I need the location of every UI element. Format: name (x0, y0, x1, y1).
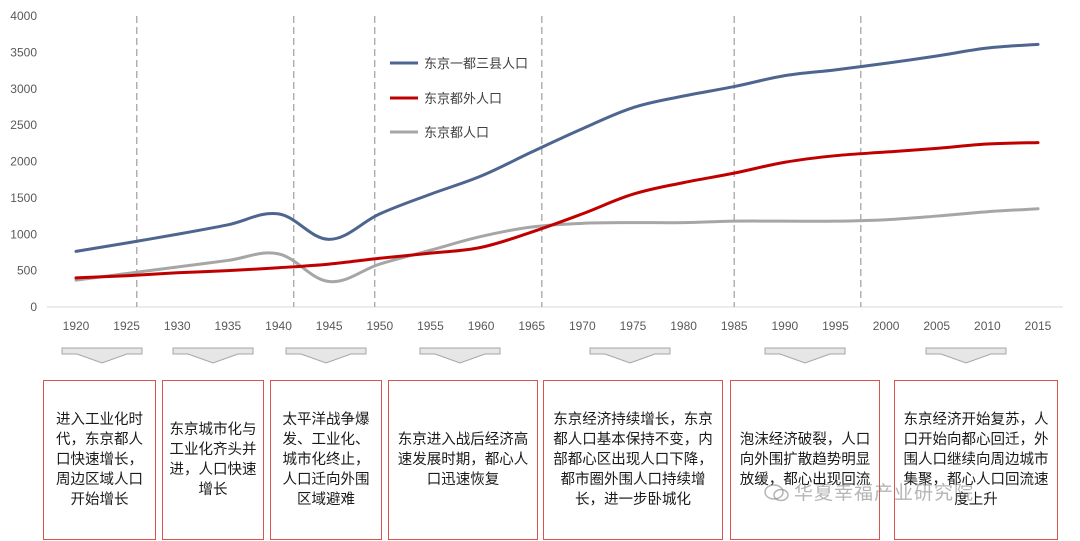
x-tick-label: 1920 (63, 319, 90, 333)
phase-text: 东京进入战后经济高速发展时期，都心人口迅速恢复 (397, 432, 529, 488)
y-tick-label: 1000 (10, 227, 37, 241)
x-tick-label: 1995 (822, 319, 849, 333)
x-tick-label: 2000 (873, 319, 900, 333)
legend-label: 东京都外人口 (424, 92, 502, 107)
phase-box-6: 泡沫经济破裂，人口向外围扩散趋势明显放缓，都心出现回流 (730, 380, 880, 540)
x-axis: 1920 1925 1930 1935 1940 1945 1950 1955 1960 1965… (47, 306, 1063, 333)
y-tick-label: 3500 (10, 45, 37, 59)
phase-box-4: 东京进入战后经济高速发展时期，都心人口迅速恢复 (388, 380, 538, 540)
x-tick-label: 1925 (113, 319, 140, 333)
phase-box-5: 东京经济持续增长，东京都人口基本保持不变，内部都心区出现人口下降，都市圈外围人口… (543, 380, 723, 540)
phase-box-1: 进入工业化时代，东京都人口快速增长，周边区域人口开始增长 (43, 380, 156, 540)
x-tick-label: 1955 (417, 319, 444, 333)
x-tick-label: 1930 (164, 319, 191, 333)
phase-text: 东京经济持续增长，东京都人口基本保持不变，内部都心区出现人口下降，都市圈外围人口… (553, 412, 713, 508)
x-tick-label: 1975 (620, 319, 647, 333)
down-arrow-icon (764, 347, 846, 364)
phase-box-3: 太平洋战争爆发、工业化、城市化终止，人口迁向外围区域避难 (270, 380, 382, 540)
y-axis: 0 500 1000 1500 2000 2500 3000 3500 4000 (10, 9, 37, 314)
phase-text: 太平洋战争爆发、工业化、城市化终止，人口迁向外围区域避难 (282, 412, 370, 508)
x-tick-label: 1950 (366, 319, 393, 333)
watermark-text: 华夏幸福产业研究院 (794, 482, 975, 504)
x-tick-label: 1935 (215, 319, 242, 333)
phase-text: 东京城市化与工业化齐头并进，人口快速增长 (169, 422, 257, 498)
series-lines (74, 42, 1040, 284)
x-tick-label: 2015 (1025, 319, 1052, 333)
down-arrow-icon (285, 347, 367, 364)
phase-text: 东京经济开始复苏，人口开始向都心回迁，外围人口继续向周边城市集聚，都心人口回流速… (903, 412, 1049, 508)
x-tick-label: 1990 (771, 319, 798, 333)
down-arrow-icon (61, 347, 143, 364)
down-arrow-icon (589, 347, 671, 364)
legend-label: 东京一都三县人口 (424, 57, 528, 72)
down-arrow-icon (925, 347, 1007, 364)
legend-label: 东京都人口 (424, 126, 489, 141)
y-tick-label: 500 (17, 264, 37, 278)
x-tick-label: 1945 (316, 319, 343, 333)
x-tick-label: 1960 (468, 319, 495, 333)
phase-dividers (136, 16, 862, 307)
x-tick-label: 2005 (923, 319, 950, 333)
y-tick-label: 2000 (10, 155, 37, 169)
down-arrow-icon (419, 347, 501, 364)
phase-text: 进入工业化时代，东京都人口快速增长，周边区域人口开始增长 (56, 412, 143, 508)
phase-arrows (61, 347, 1007, 364)
x-tick-label: 1970 (569, 319, 596, 333)
y-tick-label: 0 (30, 300, 37, 314)
y-tick-label: 1500 (10, 191, 37, 205)
phase-box-2: 东京城市化与工业化齐头并进，人口快速增长 (162, 380, 264, 540)
y-tick-label: 4000 (10, 9, 37, 23)
x-tick-label: 2010 (974, 319, 1001, 333)
phase-text: 泡沫经济破裂，人口向外围扩散趋势明显放缓，都心出现回流 (739, 432, 871, 488)
y-tick-label: 2500 (10, 118, 37, 132)
down-arrow-icon (172, 347, 254, 364)
x-tick-label: 1980 (670, 319, 697, 333)
y-tick-label: 3000 (10, 82, 37, 96)
x-tick-label: 1985 (721, 319, 748, 333)
series-line-2 (74, 141, 1040, 280)
wechat-icon (764, 484, 789, 502)
x-tick-label: 1965 (518, 319, 545, 333)
series-line-1 (74, 42, 1040, 253)
phase-box-7: 东京经济开始复苏，人口开始向都心回迁，外围人口继续向周边城市集聚，都心人口回流速… (894, 380, 1058, 540)
x-tick-label: 1940 (265, 319, 292, 333)
